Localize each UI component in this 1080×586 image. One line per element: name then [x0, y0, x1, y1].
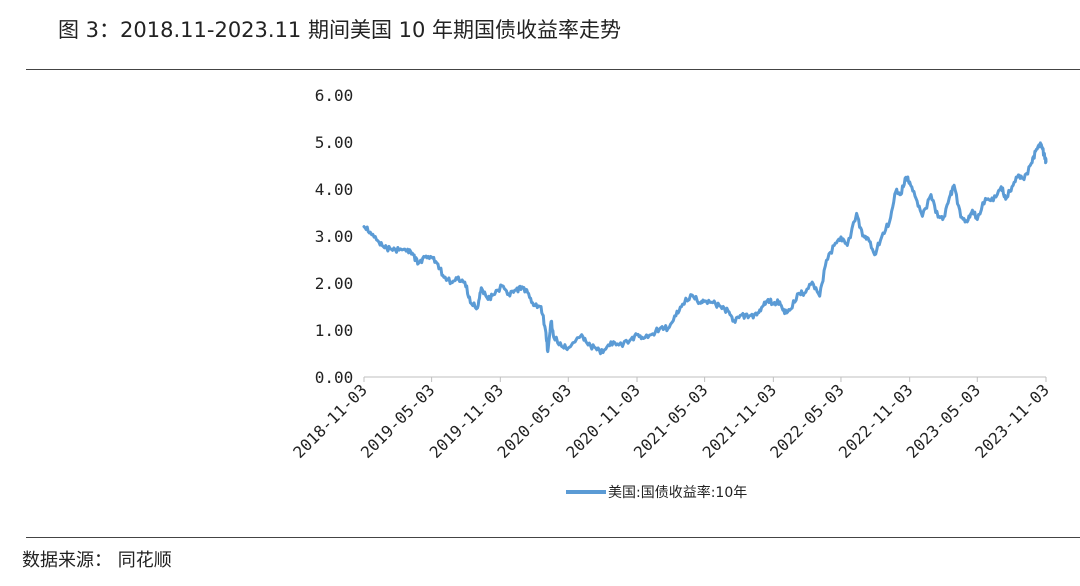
legend: 美国:国债收益率:10年	[566, 484, 747, 501]
y-axis: 0.00 1.00 2.00 3.00 4.00 5.00 6.00	[315, 86, 354, 387]
data-source: 数据来源： 同花顺	[22, 550, 172, 571]
y-tick-label: 6.00	[315, 86, 354, 105]
y-tick-label: 4.00	[315, 180, 354, 199]
legend-label: 美国:国债收益率:10年	[608, 484, 747, 501]
y-tick-label: 2.00	[315, 274, 354, 293]
bottom-divider	[26, 537, 1080, 538]
y-tick-label: 0.00	[315, 368, 354, 387]
chart-title: 图 3：2018.11-2023.11 期间美国 10 年期国债收益率走势	[58, 18, 622, 42]
y-tick-label: 5.00	[315, 133, 354, 152]
y-tick-label: 1.00	[315, 321, 354, 340]
series-line-0	[362, 141, 1048, 356]
top-divider	[26, 69, 1080, 70]
y-tick-label: 3.00	[315, 227, 354, 246]
x-axis: 2018-11-032019-05-032019-11-032020-05-03…	[289, 376, 1053, 462]
x-tick-label: 2023-11-03	[971, 380, 1053, 462]
series-layer	[362, 141, 1048, 356]
line-chart: 0.00 1.00 2.00 3.00 4.00 5.00 6.00 2018-11-032…	[289, 86, 1053, 501]
